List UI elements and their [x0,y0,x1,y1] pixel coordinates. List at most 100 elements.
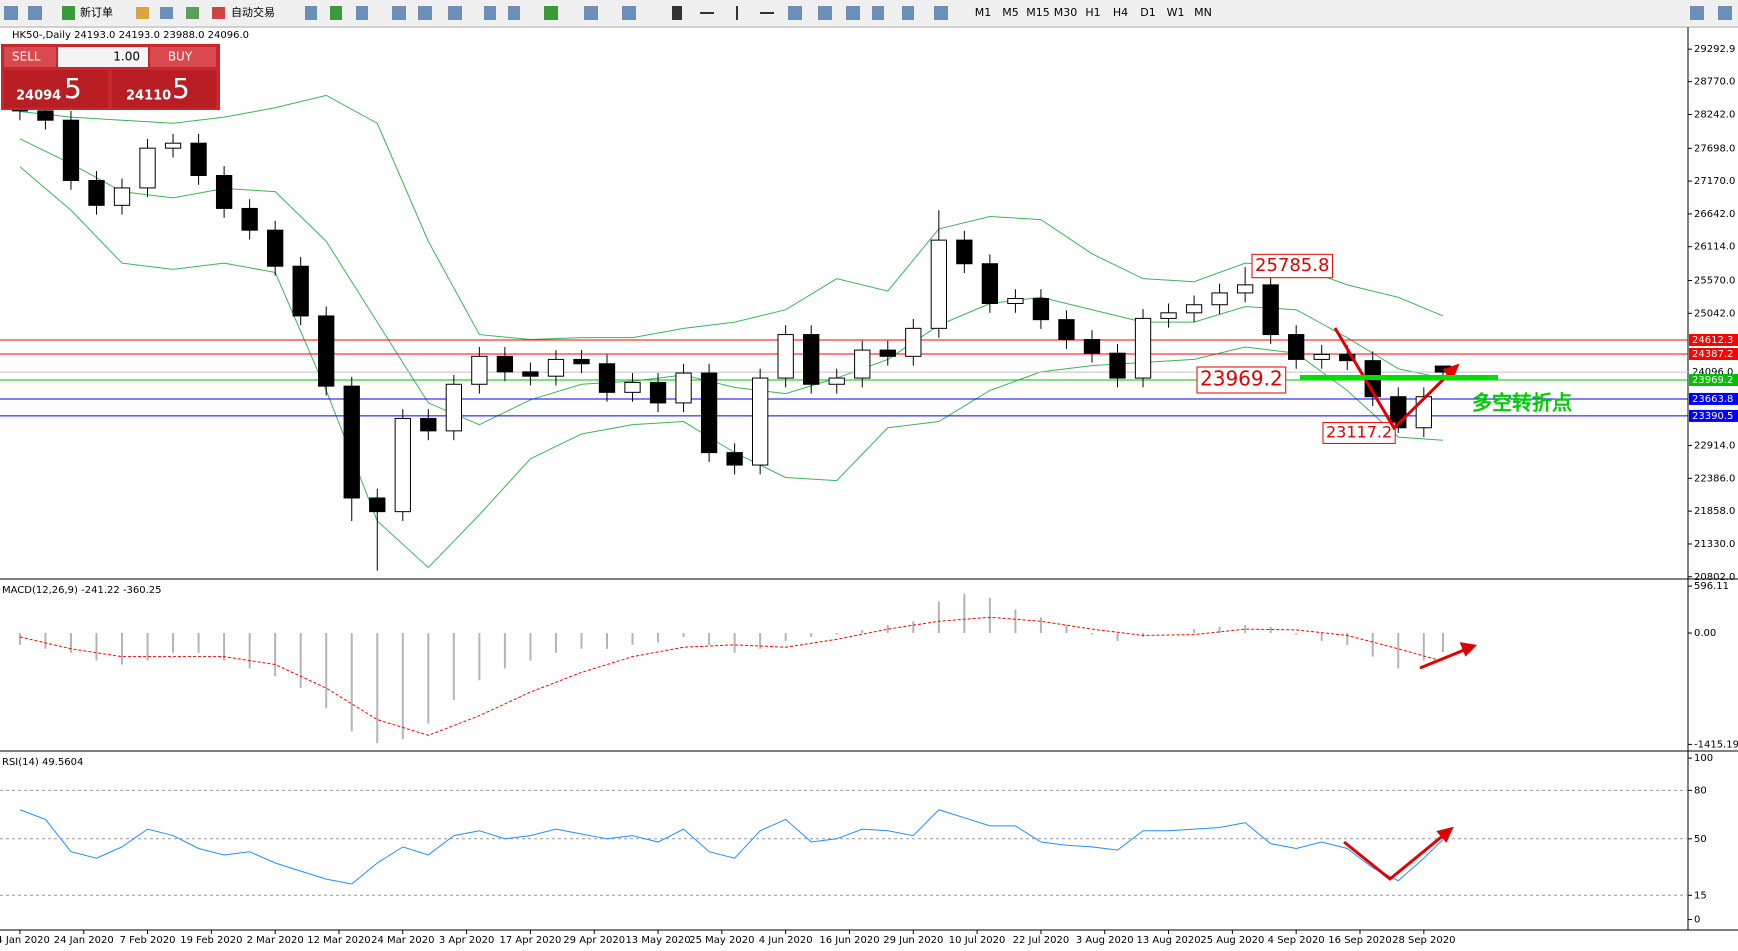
candle-body [471,355,488,385]
y-tick-label: 100 [1694,753,1713,764]
candle-body [1236,284,1254,294]
macd-bar [452,633,455,700]
price-level-tag [1689,373,1738,386]
price-level-label: 23969.2 [1692,375,1733,386]
candle-body [1211,292,1228,306]
macd-bar [1269,626,1272,634]
price-level-tag [1689,409,1738,422]
candle-body [547,358,565,377]
candle-body [803,334,820,385]
timeframe-button[interactable]: M30 [1054,6,1078,19]
lot-input[interactable]: 1.00 [113,50,140,64]
candle-body [1339,353,1356,362]
x-tick-label: 29 Jun 2020 [883,935,943,946]
macd-bar [657,633,660,643]
timeframe-button[interactable]: MN [1194,6,1212,19]
buy-button[interactable]: BUY [168,50,193,64]
candle-body [292,265,309,317]
macd-bar [631,633,634,645]
rsi-title: RSI(14) 49.5604 [2,757,83,768]
x-tick-label: 17 Apr 2020 [499,935,561,946]
candle-body [751,377,769,466]
y-tick-label: 28242.0 [1694,109,1735,120]
autotrade-button[interactable]: 自动交易 [231,5,275,19]
price-level-tag [1689,347,1738,360]
x-tick-label: 12 Mar 2020 [307,935,370,946]
timeframe-button[interactable]: H1 [1085,6,1100,19]
turning-level [1300,375,1498,380]
macd-bar [937,601,940,634]
x-tick-label: 22 Jul 2020 [1013,935,1070,946]
macd-bar [861,629,864,634]
macd-bar [529,633,532,661]
annotation-box [1196,366,1287,394]
macd-bar [1371,633,1374,657]
candle-body [1313,353,1330,360]
macd-bar [1295,633,1298,635]
macd-bar [1441,633,1444,653]
sell-pips: 5 [64,72,82,105]
macd-bar [580,633,583,649]
candle-body [1288,334,1305,360]
x-tick-label: 4 Sep 2020 [1268,935,1325,946]
macd-bar [197,633,200,653]
sell-button[interactable]: SELL [12,50,41,64]
macd-bar [759,633,762,649]
toolbar [0,0,1738,26]
candle-body [215,175,233,209]
timeframe-button[interactable]: W1 [1167,6,1185,19]
macd-bar [682,633,685,637]
x-tick-label: 25 May 2020 [689,935,754,946]
candle-body [675,372,692,404]
macd-bar [1039,617,1042,634]
new-order-button[interactable]: 新订单 [80,5,113,19]
candle-body [981,263,999,304]
timeframe-button[interactable]: M5 [1002,6,1019,19]
y-tick-label: 27170.0 [1694,176,1735,187]
y-tick-label: 25570.0 [1694,276,1735,287]
y-tick-label: 26114.0 [1694,242,1735,253]
macd-bar [503,633,506,669]
y-tick-label: 27698.0 [1694,143,1735,154]
macd-bar [18,633,21,645]
candle-body [598,363,616,393]
candle-body [420,417,437,432]
candle-body [956,239,973,265]
rsi-line [19,809,1444,885]
price-level-tag [1689,392,1738,405]
bollinger-upper [19,94,1444,341]
candle-body [369,497,386,513]
macd-bar [810,633,813,637]
timeframe-button[interactable]: H4 [1113,6,1128,19]
macd-bar [1244,625,1247,634]
x-tick-label: 13 May 2020 [625,935,690,946]
buy-price: 24110 [126,89,171,104]
macd-bar [1090,633,1093,635]
bollinger-middle [19,138,1444,426]
x-tick-label: 19 Feb 2020 [180,935,242,946]
macd-bar [1116,633,1119,641]
timeframe-button[interactable]: D1 [1140,6,1155,19]
candle-body [445,383,463,432]
macd-bar [708,633,711,645]
macd-bar [605,633,608,649]
timeframe-button[interactable]: M1 [975,6,992,19]
candle-body [649,381,667,404]
macd-bar [274,633,277,677]
annotation-label: 23969.2 [1200,367,1283,391]
macd-bar [554,633,557,653]
candle-body [88,179,105,206]
candle-body [190,142,207,177]
x-tick-label: 24 Mar 2020 [371,935,434,946]
y-tick-label: 21330.0 [1694,539,1735,550]
x-tick-label: 28 Sep 2020 [1392,935,1455,946]
macd-bar [963,593,966,634]
candle-body [624,381,641,393]
timeframe-button[interactable]: M15 [1026,6,1050,19]
price-level-label: 24096.0 [1692,367,1733,378]
x-tick-label: 25 Aug 2020 [1200,935,1264,946]
macd-bar [299,633,302,689]
y-tick-label: 0.00 [1694,628,1716,639]
macd-bar [1193,629,1196,634]
